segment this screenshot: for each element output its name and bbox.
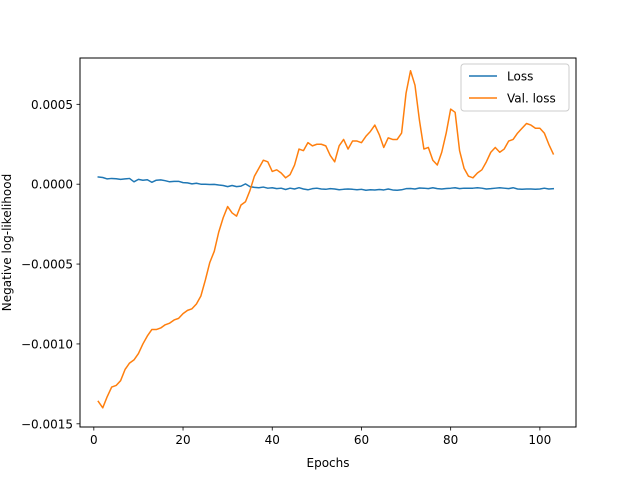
series-line-val-loss (97, 70, 555, 409)
y-ticks: −0.0015 −0.0010 −0.0005 0.0000 0.0005 (21, 98, 80, 431)
series-layer (97, 70, 555, 409)
x-axis-label: Epochs (307, 456, 350, 470)
legend-label: Loss (507, 70, 533, 84)
x-tick-label: 20 (175, 433, 190, 447)
legend-label: Val. loss (507, 92, 556, 106)
legend: Loss Val. loss (460, 63, 570, 112)
y-tick-label: −0.0010 (21, 337, 73, 351)
y-tick-label: −0.0005 (21, 258, 73, 272)
y-tick-label: 0.0005 (31, 98, 73, 112)
y-tick-label: 0.0000 (31, 178, 73, 192)
axes-frame (79, 57, 577, 428)
x-tick-label: 0 (90, 433, 98, 447)
x-tick-label: 100 (528, 433, 551, 447)
x-ticks: 0 20 40 60 80 100 (90, 427, 551, 447)
series-line-loss (97, 176, 555, 192)
y-tick-label: −0.0015 (21, 417, 73, 431)
x-tick-label: 40 (265, 433, 280, 447)
x-tick-label: 60 (354, 433, 369, 447)
y-axis-label: Negative log-likelihood (0, 174, 14, 311)
x-tick-label: 80 (443, 433, 458, 447)
